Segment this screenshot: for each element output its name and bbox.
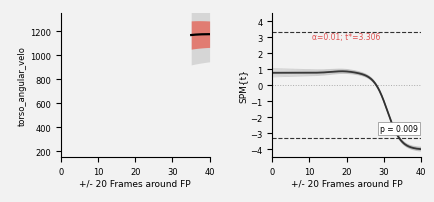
Text: α=0.01; t*=3.306: α=0.01; t*=3.306 xyxy=(312,33,381,42)
Y-axis label: SPM{t}: SPM{t} xyxy=(238,69,247,103)
X-axis label: +/- 20 Frames around FP: +/- 20 Frames around FP xyxy=(79,179,191,188)
Text: p = 0.009: p = 0.009 xyxy=(380,125,418,134)
X-axis label: +/- 20 Frames around FP: +/- 20 Frames around FP xyxy=(291,179,402,188)
Y-axis label: torso_angular_velo: torso_angular_velo xyxy=(18,46,27,126)
